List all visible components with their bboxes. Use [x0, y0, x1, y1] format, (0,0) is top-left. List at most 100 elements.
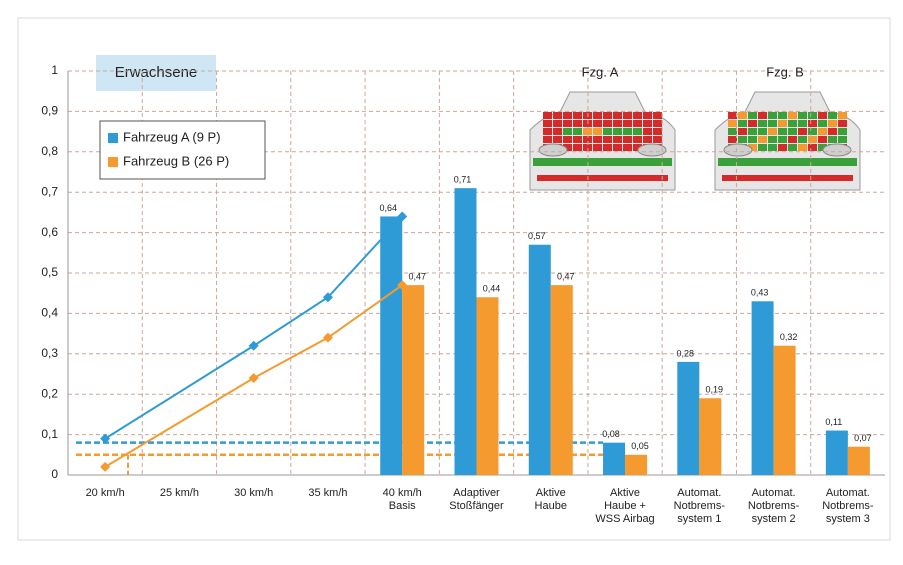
impact-cell [643, 136, 652, 143]
impact-cell [798, 128, 807, 135]
impact-cell [778, 136, 787, 143]
bumper [718, 158, 857, 166]
impact-cell [748, 112, 757, 119]
x-tick-label: WSS Airbag [595, 513, 654, 525]
impact-cell [828, 120, 837, 127]
impact-cell [748, 120, 757, 127]
value-label: 0,47 [557, 271, 575, 281]
impact-cell [838, 112, 847, 119]
impact-cell [758, 120, 767, 127]
impact-cell [748, 128, 757, 135]
x-tick-label: Notbrems- [748, 500, 800, 512]
value-label: 0,47 [408, 271, 426, 281]
impact-cell [583, 136, 592, 143]
x-tick-label: Notbrems- [822, 500, 874, 512]
y-tick-label: 0 [51, 467, 58, 481]
impact-cell [818, 128, 827, 135]
impact-cell [623, 144, 632, 151]
legend-label: Fahrzeug B (26 P) [123, 153, 229, 168]
impact-cell [828, 112, 837, 119]
impact-cell [778, 112, 787, 119]
impact-cell [758, 112, 767, 119]
impact-cell [798, 112, 807, 119]
legend-box [99, 120, 266, 180]
impact-cell [633, 128, 642, 135]
impact-cell [553, 120, 562, 127]
speed-line [104, 284, 403, 468]
x-tick-label: Notbrems- [674, 500, 726, 512]
impact-cell [543, 120, 552, 127]
y-tick-label: 0,3 [41, 346, 58, 360]
value-label: 0,05 [631, 441, 649, 451]
impact-cell [798, 136, 807, 143]
impact-cell [573, 128, 582, 135]
impact-cell [563, 120, 572, 127]
impact-cell [728, 136, 737, 143]
impact-cell [738, 112, 747, 119]
x-tick-label: 30 km/h [234, 487, 273, 499]
bumper-low [537, 175, 668, 181]
impact-cell [603, 136, 612, 143]
impact-cell [543, 128, 552, 135]
impact-cell [818, 112, 827, 119]
impact-cell [613, 144, 622, 151]
value-label: 0,07 [854, 433, 872, 443]
impact-cell [643, 120, 652, 127]
impact-cell [573, 136, 582, 143]
annotation: Fzg. B [766, 64, 804, 79]
impact-cell [768, 112, 777, 119]
y-tick-label: 0,8 [41, 144, 58, 158]
impact-cell [788, 136, 797, 143]
value-label: 0,19 [706, 385, 724, 395]
impact-cell [758, 144, 767, 151]
speed-line [104, 215, 403, 440]
bar [825, 430, 848, 475]
impact-cell [738, 128, 747, 135]
x-tick-label: Stoßfänger [449, 500, 504, 512]
annotation: Fzg. A [582, 64, 619, 79]
impact-cell [748, 144, 757, 151]
vehicle-pictures [529, 91, 861, 191]
impact-cell [583, 128, 592, 135]
x-tick-label: Automat. [677, 487, 721, 499]
bar [476, 297, 499, 475]
value-label: 0,11 [825, 417, 842, 427]
speed-marker [322, 292, 333, 303]
y-tick-label: 0,5 [41, 265, 58, 279]
headlight [637, 143, 667, 157]
bar [773, 345, 796, 475]
impact-cell [748, 136, 757, 143]
frame [17, 17, 891, 541]
impact-cell [778, 120, 787, 127]
impact-cell [728, 128, 737, 135]
speed-marker [397, 211, 408, 222]
impact-cell [653, 136, 662, 143]
impact-cell [593, 144, 602, 151]
impact-cell [808, 128, 817, 135]
impact-cell [788, 144, 797, 151]
impact-cell [573, 112, 582, 119]
impact-cell [613, 136, 622, 143]
x-tick-label: 25 km/h [160, 487, 199, 499]
title-box [96, 55, 216, 91]
impact-cell [738, 120, 747, 127]
impact-cell [633, 120, 642, 127]
impact-cell [738, 136, 747, 143]
impact-cell [633, 136, 642, 143]
impact-cell [613, 120, 622, 127]
speed-marker [322, 332, 333, 343]
value-label: 0,43 [751, 288, 769, 298]
y-tick-label: 0,1 [41, 427, 58, 441]
impact-cell [613, 128, 622, 135]
impact-cell [623, 128, 632, 135]
impact-cell [583, 144, 592, 151]
speed-marker [397, 280, 408, 291]
impact-cell [593, 128, 602, 135]
impact-cell [653, 120, 662, 127]
impact-cell [818, 144, 827, 151]
impact-cell [553, 112, 562, 119]
impact-cell [603, 112, 612, 119]
impact-cell [778, 144, 787, 151]
x-tick-label: Aktive [536, 487, 566, 499]
y-tick-label: 1 [51, 63, 58, 77]
